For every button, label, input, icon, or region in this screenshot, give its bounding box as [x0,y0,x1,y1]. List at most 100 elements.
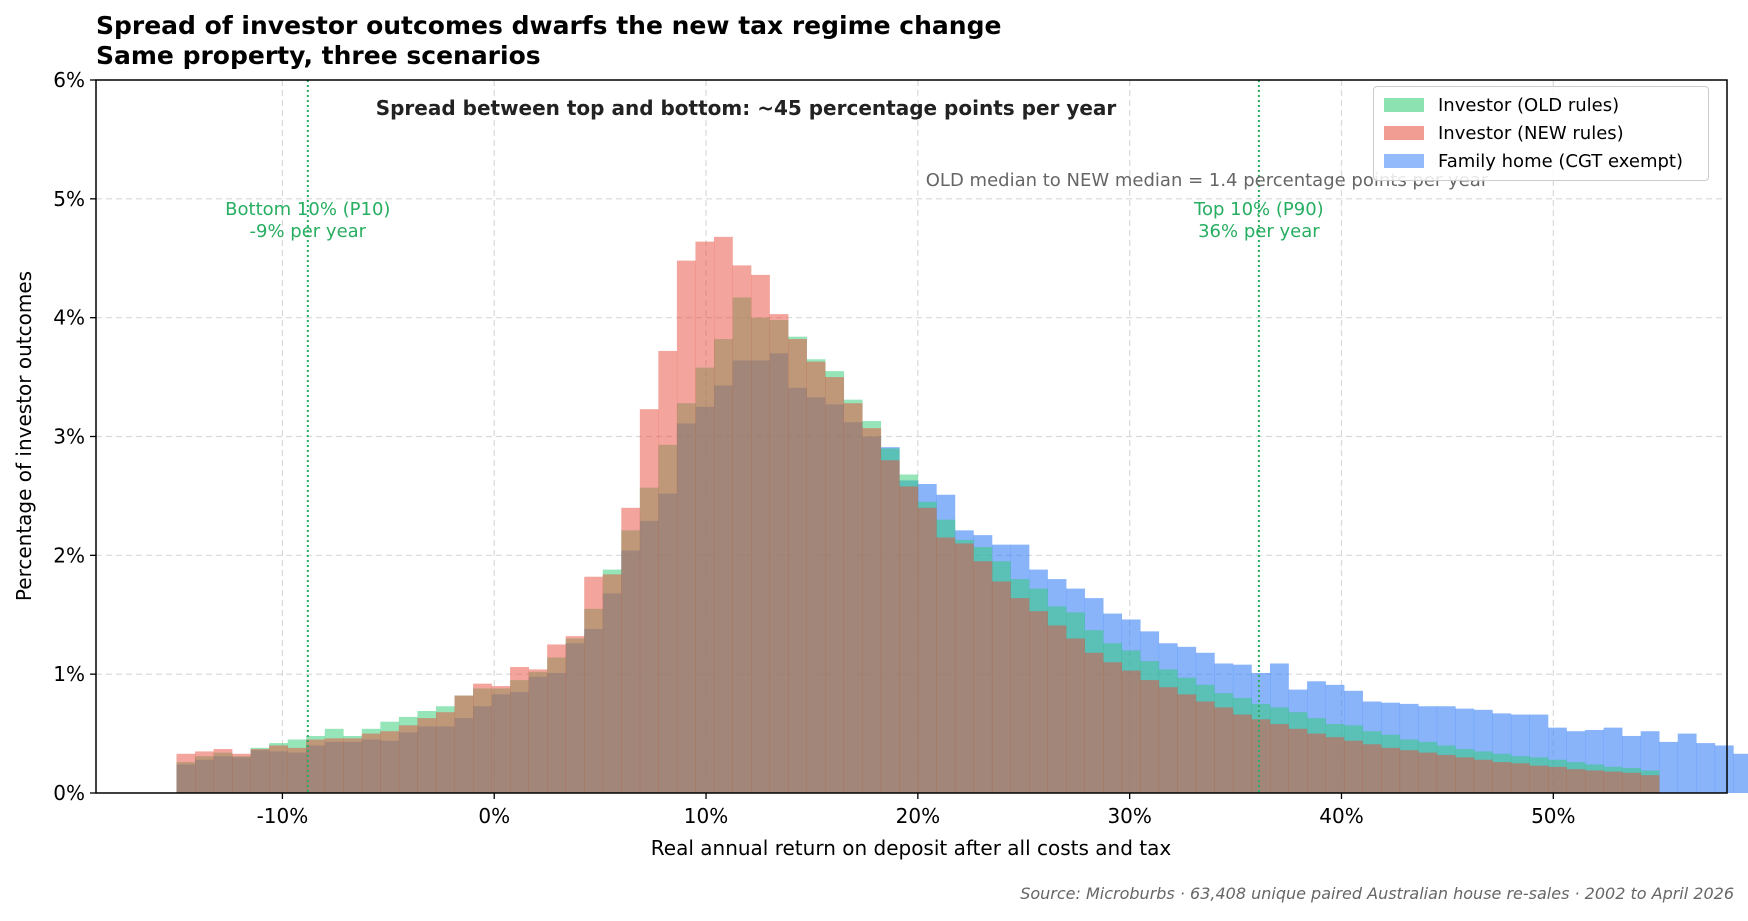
bar-new [380,731,400,793]
bar-new [1510,763,1530,793]
bar-new [473,683,492,793]
bar-home [1733,753,1748,793]
bar-new [1381,747,1401,793]
bar-new [1307,733,1326,793]
bar-new [454,695,474,793]
x-axis-label: Real annual return on deposit after all … [651,836,1172,860]
p10-value: -9% per year [250,221,367,242]
bar-new [843,403,863,793]
bar-new [788,339,807,793]
legend-label-home: Family home (CGT exempt) [1438,151,1683,172]
bar-new [417,718,437,793]
bar-new [1010,598,1030,793]
bar-new [528,669,548,793]
bar-new [1066,638,1085,793]
bar-new [1195,701,1215,793]
bar-new [1548,766,1567,793]
bar-new [1158,687,1178,793]
y-axis-label: Percentage of investor outcomes [12,271,36,601]
bar-new [676,260,696,793]
legend: Investor (OLD rules) Investor (NEW rules… [1373,86,1709,181]
bar-new [565,636,585,793]
p90-value: 36% per year [1198,221,1320,242]
bar-new [195,751,214,793]
bar-new [936,537,956,793]
bar-new [1047,625,1067,793]
bar-new [1288,728,1308,793]
bar-new [1529,765,1549,793]
bar-new [658,350,678,793]
bar-new [1640,775,1660,793]
bar-new [510,667,529,793]
bar-new [1455,757,1475,793]
bar-new [825,377,845,793]
bar-new [1214,707,1234,793]
bar-new [1603,771,1623,793]
bar-new [954,543,974,793]
bar-new [899,486,919,793]
x-tick-label: 40% [1319,804,1363,828]
bar-new [917,507,937,793]
bar-new [732,265,752,793]
bar-home [1714,745,1734,793]
bar-new [287,747,307,793]
source-note: Source: Microburbs · 63,408 unique paire… [1020,884,1734,903]
y-tick-label: 4% [53,306,85,330]
bar-new [1566,769,1586,793]
bar-new [176,753,196,793]
legend-label-new: Investor (NEW rules) [1438,123,1624,144]
y-tick-label: 1% [53,662,85,686]
bar-new [232,753,251,793]
percentile-lines [306,80,1260,793]
x-tick-label: 20% [896,804,940,828]
bar-new [491,686,511,793]
bar-new [1344,740,1363,793]
bar-new [695,241,715,793]
bar-new [1232,714,1252,793]
bar-new [1362,744,1382,793]
x-tick-label: 10% [684,804,728,828]
bar-new [1140,680,1160,793]
bar-new [1251,719,1271,793]
bar-new [621,507,641,793]
bar-new [1399,750,1419,793]
legend-item-new: Investor (NEW rules) [1384,124,1624,144]
legend-swatch-home [1384,154,1424,168]
x-tick-label: 50% [1531,804,1575,828]
bar-new [547,644,567,793]
bar-new [213,749,233,793]
histogram-bars [176,236,1748,794]
bar-new [1325,737,1345,793]
bar-new [306,739,326,793]
legend-swatch-old [1384,98,1424,112]
y-axis-ticks: 0% 1% 2% 3% 4% 5% 6% [53,68,96,805]
bar-new [1270,724,1289,793]
bar-new [343,738,363,793]
bar-new [602,574,622,793]
bar-new [769,314,789,793]
bar-new [1029,611,1048,793]
bar-new [324,738,344,793]
x-axis-ticks: -10% 0% 10% 20% 30% 40% 50% [257,793,1576,828]
bar-home [1677,733,1697,793]
bar-new [269,745,288,793]
y-tick-label: 2% [53,543,85,567]
bar-home [1696,743,1716,793]
series-new [176,236,1660,794]
chart-subtitle: Same property, three scenarios [96,41,541,70]
bar-new [435,712,455,793]
legend-swatch-new [1384,126,1424,140]
bar-new [1492,762,1512,793]
x-tick-label: 0% [478,804,510,828]
bar-home [1659,741,1679,793]
y-tick-label: 6% [53,68,85,92]
bar-new [1084,652,1104,793]
bar-new [862,428,882,793]
legend-item-home: Family home (CGT exempt) [1384,152,1683,172]
bar-new [806,361,826,793]
bar-new [991,581,1011,793]
y-tick-label: 3% [53,425,85,449]
bar-new [1622,772,1641,793]
bar-new [398,725,418,793]
